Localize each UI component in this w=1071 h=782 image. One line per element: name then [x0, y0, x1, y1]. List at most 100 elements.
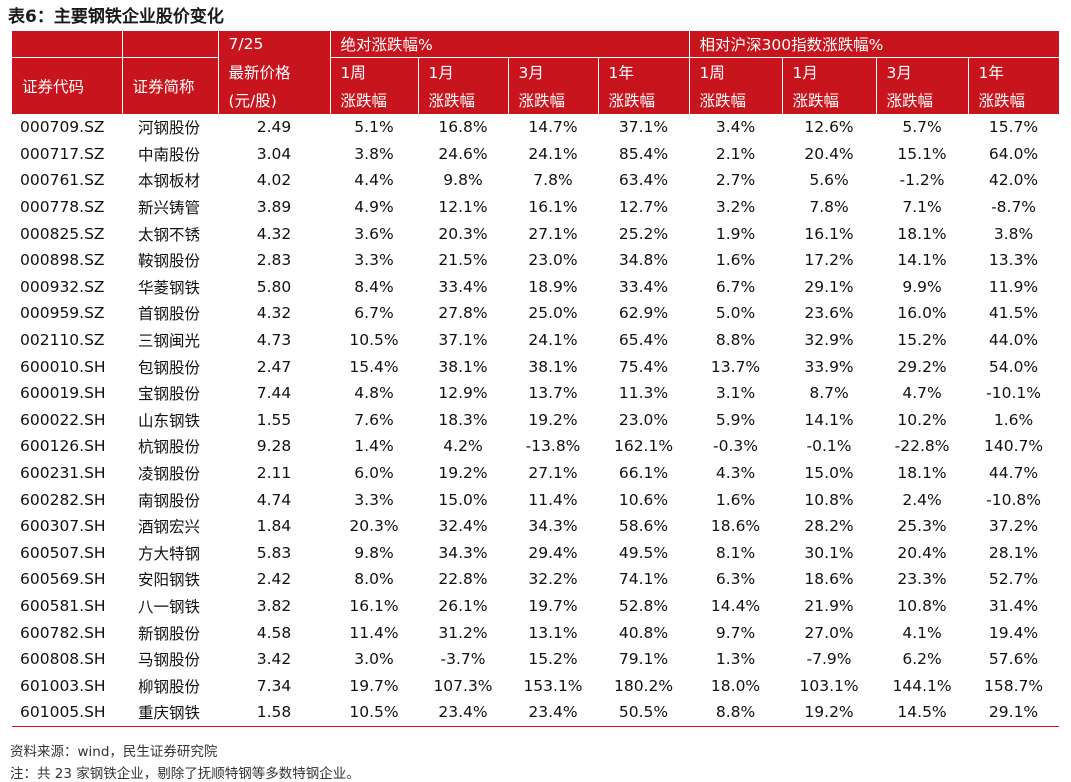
stock-price-table: 7/25 绝对涨跌幅% 相对沪深300指数涨跌幅% 证券代码 证券简称 最新价格…: [12, 31, 1060, 727]
change-cell: 28.2%: [804, 517, 854, 536]
stock-name-cell: 太钢不锈: [138, 225, 201, 244]
table-body: 000709.SZ 河钢股份 2.49 5.1% 16.8% 14.7% 37.1% 3.4%…: [12, 114, 1060, 727]
header-name: 证券简称: [122, 57, 219, 114]
change-cell: 24.1%: [528, 331, 578, 350]
price-cell: 3.04: [256, 144, 292, 163]
change-cell: 9.8%: [443, 171, 483, 190]
stock-name-cell: 酒钢宏兴: [138, 518, 201, 537]
change-cell: 3.1%: [715, 384, 756, 403]
header-period: 1年: [598, 57, 690, 86]
stock-name-cell: 宝钢股份: [138, 385, 201, 404]
change-cell: 7.1%: [902, 198, 942, 217]
change-cell: 28.1%: [988, 543, 1039, 562]
change-cell: 25.2%: [618, 224, 669, 243]
change-cell: 10.6%: [618, 490, 669, 509]
change-cell: 19.7%: [349, 676, 399, 695]
change-cell: 10.5%: [330, 699, 418, 727]
header-period: 1年: [968, 57, 1060, 86]
table-row: 600569.SH 安阳钢铁 2.42 8.0% 22.8% 32.2% 74.1% 6.3%…: [12, 566, 1059, 593]
stock-name-cell: 柳钢股份: [138, 677, 201, 696]
price-cell: 5.80: [256, 277, 292, 296]
change-cell: 153.1%: [523, 676, 583, 695]
stock-code-cell: 000825.SZ: [20, 224, 105, 243]
stock-name-cell: 鞍钢股份: [138, 252, 201, 271]
header-period: 1月: [782, 57, 877, 86]
change-cell: 32.4%: [438, 517, 488, 536]
table-row: 600782.SH 新钢股份 4.58 11.4% 31.2% 13.1% 40.8% 9.7…: [12, 619, 1059, 646]
stock-code-cell: 600569.SH: [20, 570, 106, 589]
change-cell: 6.0%: [354, 464, 394, 483]
stock-code-cell: 600282.SH: [20, 490, 106, 509]
change-cell: 9.9%: [902, 277, 942, 296]
change-cell: 12.6%: [804, 118, 854, 137]
change-cell: 10.2%: [897, 410, 947, 429]
change-cell: 16.8%: [438, 118, 488, 137]
header-row-group: 7/25 绝对涨跌幅% 相对沪深300指数涨跌幅%: [12, 31, 1060, 58]
stock-code-cell: 600022.SH: [20, 410, 106, 429]
price-cell: 1.84: [256, 517, 292, 536]
stock-name-cell: 新钢股份: [138, 624, 201, 643]
change-cell: 79.1%: [618, 650, 669, 669]
change-cell: 1.9%: [715, 224, 756, 243]
stock-name-cell: 杭钢股份: [138, 438, 201, 457]
stock-code-cell: 000778.SZ: [20, 198, 105, 217]
change-cell: 23.6%: [804, 304, 854, 323]
price-cell: 4.32: [256, 224, 292, 243]
header-price-unit: (元/股): [218, 86, 331, 114]
change-cell: 11.9%: [988, 277, 1039, 296]
change-cell: -10.8%: [986, 490, 1041, 509]
stock-name-cell: 河钢股份: [138, 119, 201, 138]
header-abs-group: 绝对涨跌幅%: [330, 31, 690, 58]
change-cell: 16.1%: [349, 596, 399, 615]
change-cell: 4.9%: [354, 198, 394, 217]
price-cell: 3.82: [256, 596, 292, 615]
table-row: 000709.SZ 河钢股份 2.49 5.1% 16.8% 14.7% 37.1% 3.4%…: [12, 114, 1059, 141]
change-cell: 162.1%: [613, 437, 674, 456]
header-period: 3月: [876, 57, 969, 86]
stock-code-cell: 600019.SH: [20, 384, 106, 403]
change-cell: 12.9%: [438, 384, 488, 403]
change-cell: 40.8%: [618, 623, 669, 642]
change-cell: 66.1%: [618, 464, 669, 483]
change-cell: 20.4%: [897, 543, 947, 562]
change-cell: 180.2%: [613, 676, 674, 695]
change-cell: 64.0%: [988, 144, 1039, 163]
change-cell: 2.7%: [715, 171, 756, 190]
stock-name-cell: 八一钢铁: [138, 597, 201, 616]
change-cell: 27.0%: [804, 623, 854, 642]
change-cell: 14.4%: [710, 596, 761, 615]
table-row: 600307.SH 酒钢宏兴 1.84 20.3% 32.4% 34.3% 58.6% 18.…: [12, 513, 1059, 540]
price-cell: 2.83: [256, 251, 292, 270]
change-cell: 20.3%: [349, 517, 399, 536]
change-cell: -3.7%: [440, 650, 486, 669]
change-cell: 5.6%: [809, 171, 849, 190]
change-cell: 16.1%: [804, 224, 854, 243]
change-cell: 11.4%: [349, 623, 399, 642]
header-change: 涨跌幅: [689, 86, 783, 114]
header-change: 涨跌幅: [598, 86, 690, 114]
change-cell: 13.7%: [528, 384, 578, 403]
change-cell: 1.4%: [354, 437, 394, 456]
change-cell: 19.2%: [782, 699, 877, 727]
table-row: 600282.SH 南钢股份 4.74 3.3% 15.0% 11.4% 10.6% 1.6%…: [12, 486, 1059, 513]
change-cell: 63.4%: [618, 171, 669, 190]
change-cell: 54.0%: [988, 357, 1039, 376]
table-row: 600126.SH 杭钢股份 9.28 1.4% 4.2% -13.8% 162.1% -0.…: [12, 433, 1059, 460]
change-cell: 15.0%: [438, 490, 488, 509]
price-cell: 2.47: [256, 357, 292, 376]
change-cell: 4.3%: [715, 464, 756, 483]
change-cell: 1.3%: [715, 650, 756, 669]
table-row: 000825.SZ 太钢不锈 4.32 3.6% 20.3% 27.1% 25.2% 1.9%…: [12, 220, 1059, 247]
change-cell: 16.0%: [897, 304, 947, 323]
change-cell: 5.9%: [715, 410, 756, 429]
header-date: 7/25: [218, 31, 331, 58]
change-cell: 29.4%: [528, 543, 578, 562]
change-cell: 34.8%: [618, 251, 669, 270]
change-cell: 8.7%: [809, 384, 849, 403]
change-cell: 7.8%: [533, 171, 573, 190]
change-cell: 32.9%: [804, 331, 854, 350]
remark-note: 注：共 23 家钢铁企业，剔除了抚顺特钢等多数特钢企业。: [10, 766, 360, 782]
change-cell: 34.3%: [528, 517, 578, 536]
change-cell: 31.4%: [988, 596, 1039, 615]
change-cell: 25.3%: [897, 517, 947, 536]
